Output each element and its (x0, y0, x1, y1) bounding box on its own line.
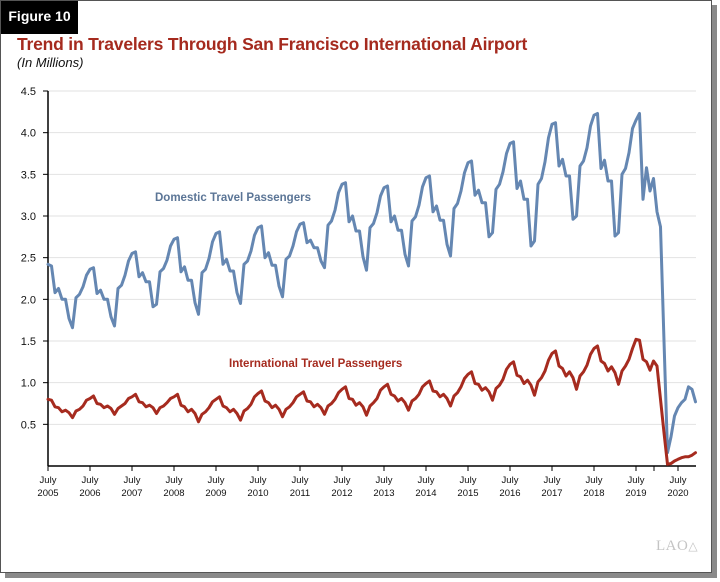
x-tick-label-month: July (544, 475, 561, 486)
domestic-series-label: Domestic Travel Passengers (155, 192, 311, 204)
x-tick-label-month: July (670, 475, 687, 486)
x-tick-label-year: 2010 (247, 488, 268, 499)
x-tick-label-year: 2016 (499, 488, 520, 499)
x-tick-label-year: 2006 (79, 488, 100, 499)
x-axis: July 2005 July 2006 July 2007 July 2008 July 2009… (37, 465, 696, 499)
x-tick-label-year: 2007 (121, 488, 142, 499)
international-series-line (46, 337, 697, 466)
y-tick-label: 2.5 (21, 253, 36, 265)
y-tick-label: 1.5 (21, 336, 36, 348)
x-tick-label-month: July (40, 475, 57, 486)
y-tick-label: 2.0 (21, 294, 36, 306)
y-tick-label: 4.5 (21, 86, 36, 98)
x-tick-label-year: 2014 (415, 488, 436, 499)
x-tick-label-year: 2005 (37, 488, 58, 499)
x-tick-label-month: July (208, 475, 225, 486)
chart-subtitle: (In Millions) (17, 55, 84, 70)
chart-title: Trend in Travelers Through San Francisco… (17, 34, 528, 54)
x-tick-label-year: 2017 (541, 488, 562, 499)
x-tick-label-year: 2008 (163, 488, 184, 499)
y-tick-label: 4.0 (21, 128, 36, 140)
x-tick-label-month: July (166, 475, 183, 486)
x-tick-label-year: 2012 (331, 488, 352, 499)
figure-label: Figure 10 (1, 1, 78, 34)
x-tick-label-month: July (502, 475, 519, 486)
x-tick-label-year: 2019 (625, 488, 646, 499)
x-tick-label-year: 2015 (457, 488, 478, 499)
x-tick-label-year: 2009 (205, 488, 226, 499)
series-lines (46, 112, 697, 466)
x-tick-label-month: July (460, 475, 477, 486)
x-tick-label-year: 2018 (583, 488, 604, 499)
international-series-label: International Travel Passengers (229, 358, 402, 370)
x-tick-label-month: July (250, 475, 267, 486)
x-tick-label-month: July (418, 475, 435, 486)
x-tick-label-month: July (82, 475, 99, 486)
y-tick-label: 1.0 (21, 378, 36, 390)
x-tick-label-year: 2013 (373, 488, 394, 499)
figure-frame: Figure 10 Trend in Travelers Through San… (0, 0, 712, 573)
lao-logo: LAO△ (656, 538, 699, 554)
y-tick-label: 3.0 (21, 211, 36, 223)
x-tick-label-month: July (628, 475, 645, 486)
x-tick-label-month: July (292, 475, 309, 486)
x-tick-label-month: July (334, 475, 351, 486)
x-tick-label-month: July (586, 475, 603, 486)
x-tick-label-year: 2011 (290, 488, 310, 499)
x-tick-label-month: July (124, 475, 141, 486)
y-tick-label: 0.5 (21, 419, 36, 431)
domestic-series-line (46, 112, 697, 455)
y-axis: 4.5 4.0 3.5 3.0 2.5 2.0 1.5 1.0 0.5 (21, 86, 49, 466)
y-tick-label: 3.5 (21, 169, 36, 181)
x-tick-label-month: July (376, 475, 393, 486)
x-tick-label-year: 2020 (667, 488, 688, 499)
